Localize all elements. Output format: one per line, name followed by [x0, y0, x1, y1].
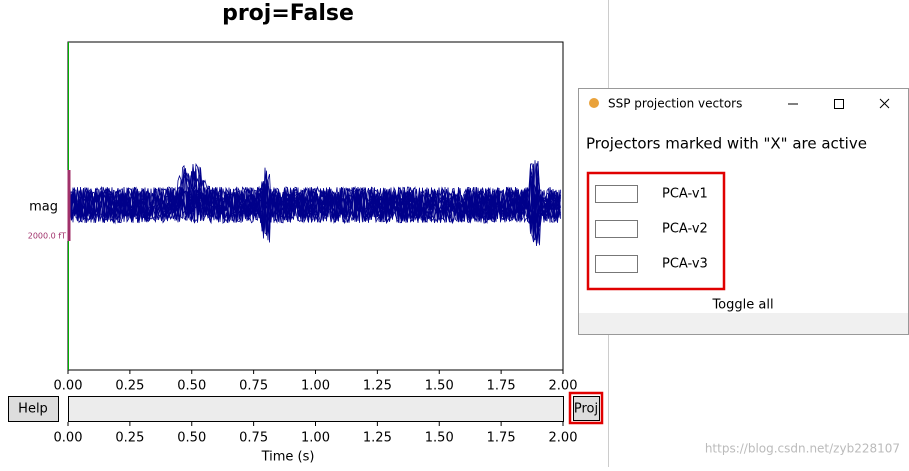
projector-checkbox[interactable] — [595, 255, 638, 273]
x-tick-label: 1.75 — [487, 431, 516, 446]
watermark: https://blog.csdn.net/zyb228107 — [705, 442, 900, 456]
plot-title: proj=False — [222, 1, 354, 26]
app-icon — [589, 98, 599, 108]
axes: mag 2000.0 fT — [28, 41, 564, 371]
x-tick-label: 2.00 — [549, 431, 578, 446]
projector-label[interactable]: PCA-v1 — [662, 187, 708, 202]
channel-label: mag — [29, 200, 58, 215]
x-tick-label: 0.75 — [239, 431, 268, 446]
x-tick-label: 0.50 — [177, 379, 206, 394]
x-tick-label: 1.50 — [425, 379, 454, 394]
toggle-all[interactable]: Toggle all — [711, 298, 773, 313]
proj-button[interactable] — [573, 396, 600, 421]
projector-label[interactable]: PCA-v3 — [662, 257, 708, 272]
help-label[interactable]: Help — [18, 402, 48, 417]
x-tick-label: 0.75 — [239, 379, 268, 394]
x-tick-label: 1.50 — [425, 431, 454, 446]
x-tick-label: 1.25 — [363, 379, 392, 394]
ticks: 0.00 0.00 0.25 0.25 0.50 0.50 0.75 0.75 1.00 1.00… — [54, 370, 578, 446]
x-tick-label: 1.75 — [487, 379, 516, 394]
waveform — [69, 160, 561, 247]
x-axis-label: Time (s) — [261, 450, 315, 465]
highlight-box — [568, 391, 604, 425]
x-tick-label: 0.00 — [54, 379, 83, 394]
time-scrollbar[interactable] — [68, 396, 564, 422]
ssp-dialog: SSP projection vectors Projectors marked… — [578, 88, 909, 335]
x-tick-label: 0.50 — [177, 431, 206, 446]
scale-label: 2000.0 fT — [28, 232, 66, 241]
trace — [69, 170, 561, 236]
x-tick-label: 0.25 — [115, 431, 144, 446]
status-strip — [579, 313, 908, 334]
help-button[interactable] — [8, 396, 59, 422]
x-tick-label: 1.00 — [301, 379, 330, 394]
x-tick-label: 1.25 — [363, 431, 392, 446]
dialog-frame — [578, 88, 909, 335]
x-tick-label: 0.25 — [115, 379, 144, 394]
proj-label[interactable]: Proj — [574, 402, 598, 417]
projector-checkbox[interactable] — [595, 185, 638, 203]
projector-checkbox[interactable] — [595, 220, 638, 238]
dialog-heading: Projectors marked with "X" are active — [586, 135, 867, 153]
x-tick-label: 0.00 — [54, 431, 83, 446]
projector-list: PCA-v1 PCA-v2 PCA-v3 — [595, 185, 708, 273]
x-tick-label: 1.00 — [301, 431, 330, 446]
dialog-title: SSP projection vectors — [608, 97, 742, 111]
projector-label[interactable]: PCA-v2 — [662, 222, 708, 237]
highlight-box — [586, 171, 726, 291]
trace — [69, 160, 561, 243]
x-tick-label: 2.00 — [549, 379, 578, 394]
close-button[interactable] — [879, 98, 890, 109]
maximize-button[interactable] — [834, 99, 844, 109]
